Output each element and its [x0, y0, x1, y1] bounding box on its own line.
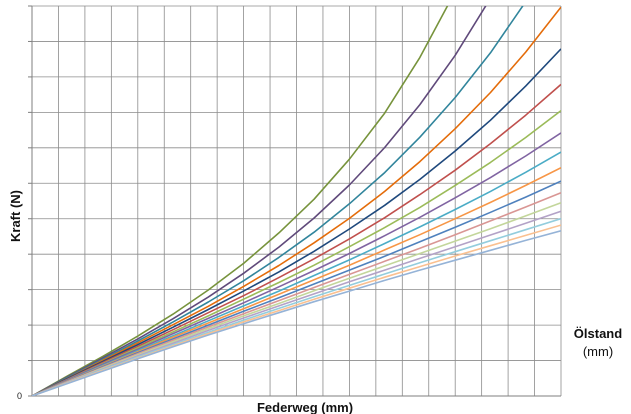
legend-unit: (mm) — [583, 344, 613, 359]
series-line-2 — [32, 6, 487, 396]
axes — [28, 5, 561, 397]
legend-title: Ölstand — [574, 326, 622, 341]
series-line-1 — [32, 6, 449, 396]
series-line-12 — [32, 192, 561, 396]
series-line-5 — [32, 48, 561, 396]
gridlines — [32, 5, 562, 396]
series-line-14 — [32, 210, 561, 396]
series-line-4 — [32, 6, 561, 396]
y-axis-title: Kraft (N) — [8, 190, 23, 242]
series-lines — [32, 6, 561, 396]
series-line-8 — [32, 132, 561, 396]
series-line-3 — [32, 6, 524, 396]
series-line-6 — [32, 83, 561, 396]
series-line-7 — [32, 109, 561, 396]
series-line-15 — [32, 217, 561, 396]
series-line-17 — [32, 230, 561, 396]
y-tick-label-0: 0 — [17, 391, 22, 401]
x-axis-title: Federweg (mm) — [257, 400, 353, 414]
series-line-11 — [32, 180, 561, 396]
series-line-13 — [32, 202, 561, 396]
series-line-9 — [32, 151, 561, 396]
